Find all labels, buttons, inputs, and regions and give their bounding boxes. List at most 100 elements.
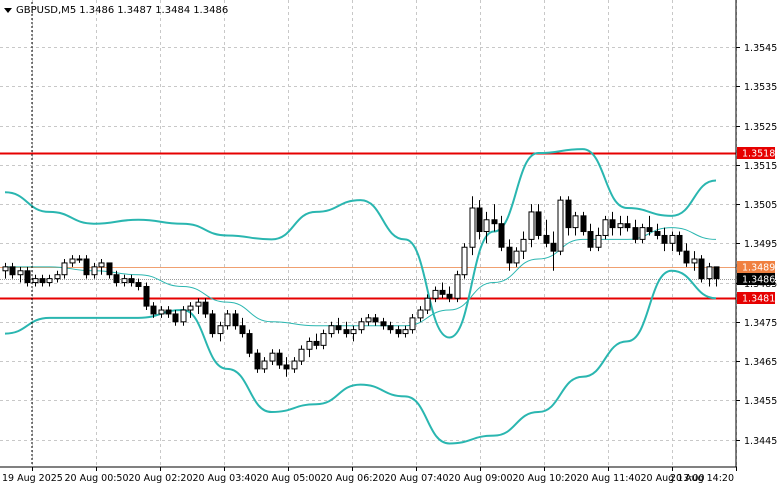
candle-body-down xyxy=(476,207,483,233)
x-tick-label: 20 Aug 09:00 xyxy=(448,473,512,484)
candle-body-down xyxy=(580,215,587,233)
candle-body-down xyxy=(713,266,720,280)
candle xyxy=(498,215,505,252)
candle-body-up xyxy=(91,266,98,276)
candle-body-down xyxy=(254,352,261,370)
candle-body-up xyxy=(306,340,313,350)
candle-body-up xyxy=(224,313,231,327)
candle-body-up xyxy=(195,301,202,307)
candle xyxy=(17,266,24,283)
candle xyxy=(343,321,350,338)
candle xyxy=(513,247,520,267)
candle xyxy=(506,239,513,271)
candle-body-up xyxy=(461,246,468,276)
time-axis[interactable]: 19 Aug 2025 20 Aug 00:50 20 Aug 02:20 20 Au… xyxy=(2,467,737,484)
candle-body-up xyxy=(98,262,105,268)
candle-body-up xyxy=(217,325,224,335)
candle-body-up xyxy=(291,360,298,370)
y-tick-label: 1.3515 xyxy=(744,161,777,172)
candle-body-down xyxy=(698,258,705,280)
level-price-label: 1.3518 xyxy=(737,147,775,160)
candle xyxy=(217,321,224,342)
candle-body-up xyxy=(602,219,609,236)
candle-body-up xyxy=(639,227,646,240)
candle xyxy=(402,325,409,338)
dropdown-triangle-icon[interactable] xyxy=(4,8,12,13)
y-tick-label: 1.3535 xyxy=(744,82,777,93)
candle xyxy=(143,282,150,311)
candle xyxy=(595,227,602,252)
level-price-label-bg xyxy=(737,292,775,304)
candle xyxy=(661,227,668,252)
candle xyxy=(239,317,246,338)
candle xyxy=(380,317,387,330)
candle xyxy=(372,313,379,326)
candle-body-up xyxy=(365,317,372,323)
candle-body-up xyxy=(17,270,24,276)
candle-body-down xyxy=(543,234,550,244)
candle-body-up xyxy=(61,262,68,276)
horizontal-levels[interactable] xyxy=(0,152,736,300)
candle-body-up xyxy=(572,215,579,229)
candle xyxy=(543,219,550,248)
current-price-label: 1.3486 xyxy=(737,273,775,286)
candle-body-up xyxy=(350,329,357,335)
candle-body-up xyxy=(358,321,365,331)
candle xyxy=(580,211,587,236)
candle-body-up xyxy=(54,274,61,280)
candle-body-down xyxy=(239,325,246,335)
candle-body-down xyxy=(313,340,320,346)
x-tick-label: 20 Aug 00:50 xyxy=(64,473,128,484)
candle xyxy=(424,294,431,314)
candle-body-down xyxy=(395,329,402,335)
candle xyxy=(195,298,202,314)
x-tick-label: 20 Aug 06:20 xyxy=(320,473,384,484)
candle-body-up xyxy=(402,329,409,335)
candle-body-down xyxy=(632,227,639,240)
candle-body-down xyxy=(343,329,350,335)
candle xyxy=(320,329,327,350)
candle-body-down xyxy=(276,352,283,366)
candle-body-up xyxy=(454,274,461,299)
candle-body-up xyxy=(409,317,416,331)
candle-body-up xyxy=(469,207,476,248)
candle-body-up xyxy=(706,266,713,280)
candle xyxy=(32,274,39,287)
candle xyxy=(639,223,646,244)
candle-body-up xyxy=(424,297,431,311)
bid-price-label-text: 1.3489 xyxy=(742,263,775,274)
x-tick-label: 20 Aug 13:00 xyxy=(640,473,704,484)
candle-body-down xyxy=(439,289,446,295)
candle-body-up xyxy=(417,309,424,319)
candle xyxy=(121,274,128,287)
x-tick-label: 20 Aug 10:20 xyxy=(512,473,576,484)
current-price-label-bg xyxy=(737,273,775,285)
x-tick-label: 20 Aug 14:20 xyxy=(670,473,734,484)
candle xyxy=(69,255,76,267)
x-tick-label: 19 Aug 2025 xyxy=(2,473,63,484)
candle-body-down xyxy=(135,282,142,287)
candle-body-down xyxy=(335,325,342,331)
candle xyxy=(698,255,705,283)
candle-body-up xyxy=(483,219,490,233)
bollinger-upper-band xyxy=(4,148,717,339)
candle-body-up xyxy=(69,258,76,264)
x-tick-label: 20 Aug 07:40 xyxy=(384,473,448,484)
candle-body-down xyxy=(113,274,120,284)
candle-body-up xyxy=(595,234,602,248)
candle xyxy=(46,274,53,287)
symbol-label: GBPUSD,M5 xyxy=(16,5,77,16)
y-tick-label: 1.3525 xyxy=(744,122,777,133)
candle-body-up xyxy=(617,223,624,229)
candle-body-down xyxy=(246,333,253,354)
level-price-label-bg xyxy=(737,147,775,159)
candle xyxy=(24,266,31,287)
candle-body-down xyxy=(9,266,16,276)
candle xyxy=(632,219,639,244)
candle-body-up xyxy=(32,278,39,284)
grid-lines xyxy=(0,0,737,467)
candle-body-up xyxy=(669,234,676,244)
